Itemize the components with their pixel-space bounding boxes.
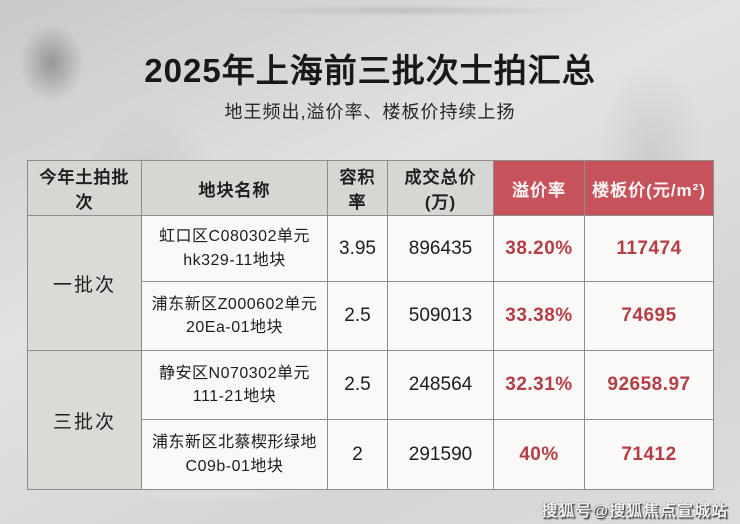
col-header-batch: 今年土拍批次 [27, 160, 142, 216]
plot-name-cell: 浦东新区Z000602单元 20Ea-01地块 [141, 281, 328, 351]
table-row: 三批次 静安区N070302单元 111-21地块 2.5 248564 32.… [27, 350, 714, 490]
table-row: 浦东新区北蔡楔形绿地 C09b-01地块 2 291590 40% 71412 [28, 419, 714, 490]
premium-rate-cell: 40% [493, 419, 585, 490]
table-row: 浦东新区Z000602单元 20Ea-01地块 2.5 509013 33.38… [28, 281, 714, 351]
plot-name-cell: 浦东新区北蔡楔形绿地 C09b-01地块 [141, 419, 328, 490]
batch-cell-third: 三批次 [27, 350, 142, 490]
plot-ratio-cell: 3.95 [327, 215, 388, 282]
watermark-text: 搜狐号@搜狐焦点宣城站 [541, 503, 728, 520]
premium-rate-cell: 38.20% [493, 215, 585, 282]
floor-price-cell: 71412 [584, 419, 714, 490]
table-header-row: 今年土拍批次 地块名称 容积率 成交总价(万) 溢价率 楼板价(元/m²) [27, 160, 714, 216]
land-auction-table: 今年土拍批次 地块名称 容积率 成交总价(万) 溢价率 楼板价(元/m²) 一批… [27, 160, 714, 490]
floor-price-cell: 74695 [584, 281, 714, 351]
table-row: 一批次 虹口区C080302单元 hk329-11地块 3.95 896435 … [27, 215, 714, 351]
page-title: 2025年上海前三批次士拍汇总 [144, 52, 596, 89]
floor-price-cell: 117474 [584, 215, 714, 282]
col-header-floor-price: 楼板价(元/m²) [584, 160, 714, 216]
plot-name-cell: 虹口区C080302单元 hk329-11地块 [141, 215, 328, 282]
premium-rate-cell: 33.38% [493, 281, 585, 351]
total-price-cell: 896435 [387, 215, 494, 282]
plot-ratio-cell: 2.5 [327, 281, 388, 351]
col-header-total-price: 成交总价(万) [387, 160, 494, 216]
col-header-premium-rate: 溢价率 [493, 160, 585, 216]
col-header-plot-ratio: 容积率 [327, 160, 388, 216]
batch-cell-first: 一批次 [27, 215, 142, 351]
total-price-cell: 248564 [387, 350, 494, 420]
plot-ratio-cell: 2 [327, 419, 388, 490]
plot-name-cell: 静安区N070302单元 111-21地块 [141, 350, 328, 420]
total-price-cell: 509013 [387, 281, 494, 351]
total-price-cell: 291590 [387, 419, 494, 490]
col-header-plot-name: 地块名称 [141, 160, 328, 216]
page-subtitle: 地王频出,溢价率、楼板价持续上扬 [224, 102, 516, 122]
premium-rate-cell: 32.31% [493, 350, 585, 420]
plot-ratio-cell: 2.5 [327, 350, 388, 420]
floor-price-cell: 92658.97 [584, 350, 714, 420]
